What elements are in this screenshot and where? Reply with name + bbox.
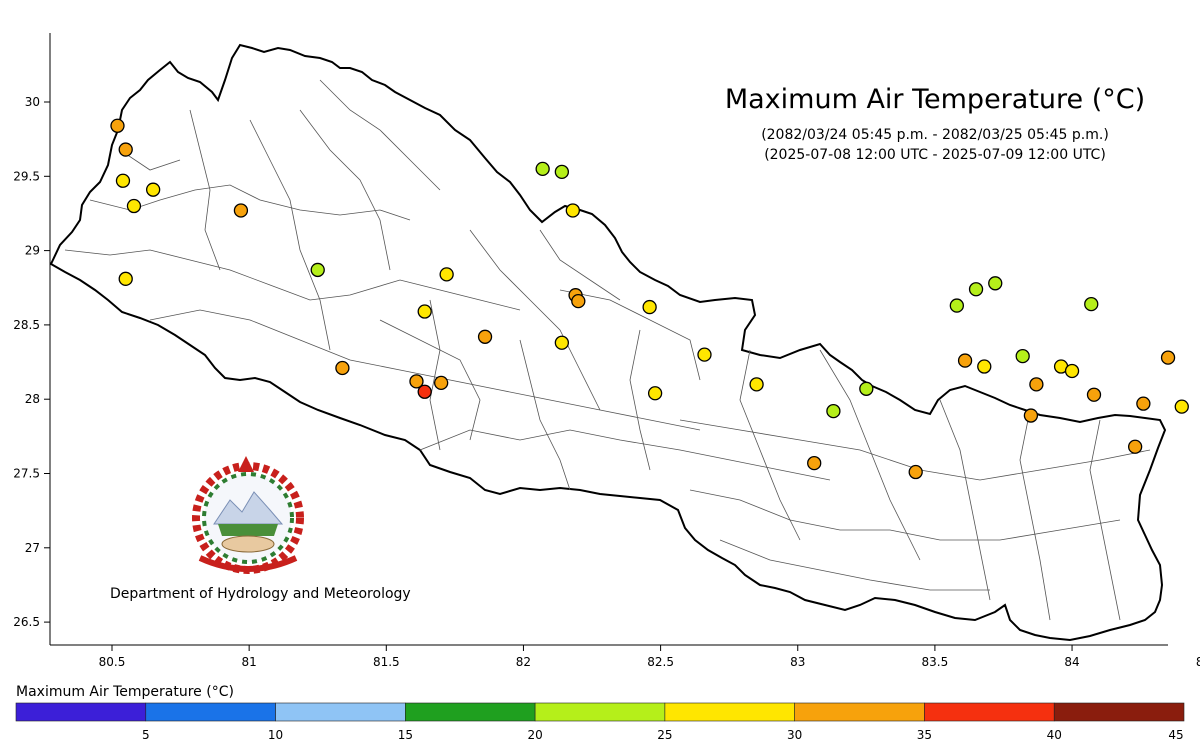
station-marker[interactable]	[477, 329, 493, 344]
station-marker[interactable]	[554, 335, 570, 350]
station-marker[interactable]	[1084, 296, 1099, 312]
y-tick-label: 28	[25, 392, 40, 406]
station-marker[interactable]	[1023, 408, 1039, 423]
y-tick-label: 26.5	[13, 615, 40, 629]
x-tick-label: 80.5	[99, 655, 126, 669]
colorbar-tick-label: 35	[917, 728, 932, 742]
subtitle-local-time: (2082/03/24 05:45 p.m. - 2082/03/25 05:4…	[761, 127, 1109, 143]
station-marker[interactable]	[749, 377, 764, 392]
station-marker[interactable]	[417, 384, 432, 399]
x-tick-label: 84.5	[1196, 655, 1200, 669]
x-tick-label: 83	[790, 655, 805, 669]
subtitle-utc-time: (2025-07-08 12:00 UTC - 2025-07-09 12:00…	[764, 147, 1106, 163]
station-marker[interactable]	[439, 267, 454, 282]
x-tick-label: 83.5	[922, 655, 949, 669]
station-marker[interactable]	[335, 360, 350, 376]
station-marker[interactable]	[1136, 396, 1151, 411]
colorbar-tick-label: 40	[1047, 728, 1062, 742]
station-marker[interactable]	[1086, 387, 1102, 402]
x-axis-ticks: 80.58181.58282.58383.58484.58585.58686.5…	[99, 645, 1200, 669]
station-marker[interactable]	[110, 118, 125, 133]
colorbar-tick-label: 45	[1168, 728, 1183, 742]
colorbar-segment	[145, 702, 276, 722]
station-marker[interactable]	[908, 464, 923, 480]
station-marker[interactable]	[1015, 348, 1030, 364]
station-marker[interactable]	[554, 164, 570, 179]
station-marker[interactable]	[126, 198, 142, 214]
station-marker[interactable]	[642, 299, 657, 315]
y-tick-label: 28.5	[13, 318, 40, 332]
station-marker[interactable]	[1160, 350, 1176, 365]
station-marker[interactable]	[957, 353, 973, 368]
colorbar-title: Maximum Air Temperature (°C)	[16, 684, 234, 700]
colorbar-tick-label: 10	[268, 728, 283, 742]
station-marker[interactable]	[1029, 377, 1044, 392]
station-marker[interactable]	[115, 173, 131, 188]
y-tick-label: 29	[25, 244, 40, 258]
colorbar-segment	[1053, 702, 1185, 722]
station-marker[interactable]	[826, 403, 841, 419]
colorbar-segment	[924, 702, 1055, 722]
station-marker[interactable]	[118, 142, 133, 157]
y-tick-label: 29.5	[13, 169, 40, 183]
colorbar-segment	[534, 702, 666, 722]
colorbar-segment	[664, 702, 795, 722]
station-marker[interactable]	[571, 293, 586, 309]
station-marker[interactable]	[145, 182, 161, 197]
station-marker[interactable]	[1174, 399, 1189, 414]
colorbar-tick-label: 15	[398, 728, 413, 742]
colorbar-tick-label: 5	[142, 728, 150, 742]
station-marker[interactable]	[565, 203, 580, 218]
x-tick-label: 82	[516, 655, 531, 669]
dhm-emblem	[192, 456, 304, 574]
station-marker[interactable]	[1127, 439, 1143, 454]
station-marker[interactable]	[988, 276, 1003, 291]
station-marker[interactable]	[697, 347, 712, 362]
colorbar-tick-label: 25	[657, 728, 672, 742]
y-axis-ticks: 26.5 27 27.5 28 28.5 29 29.5 30	[13, 95, 50, 629]
colorbar-tick-label: 30	[787, 728, 802, 742]
station-marker[interactable]	[417, 304, 432, 319]
colorbar: 5 10 15 20 25 30 35 40 45	[15, 702, 1185, 742]
station-marker[interactable]	[535, 161, 550, 177]
station-marker[interactable]	[647, 386, 663, 401]
colorbar-segment	[794, 702, 925, 722]
y-tick-label: 27	[25, 541, 40, 555]
station-markers	[110, 118, 1189, 480]
district-boundaries	[64, 79, 1151, 621]
colorbar-segment	[15, 702, 147, 722]
y-tick-label: 27.5	[13, 467, 40, 481]
map-title: Maximum Air Temperature (°C)	[724, 84, 1146, 115]
department-name: Department of Hydrology and Meteorology	[110, 586, 411, 602]
x-tick-label: 84	[1064, 655, 1079, 669]
colorbar-tick-label: 20	[527, 728, 542, 742]
x-tick-label: 81.5	[373, 655, 400, 669]
colorbar-segment	[275, 702, 406, 722]
station-marker[interactable]	[310, 262, 325, 278]
x-tick-label: 82.5	[647, 655, 674, 669]
colorbar-segment	[405, 702, 536, 722]
station-marker[interactable]	[1064, 363, 1080, 379]
station-marker[interactable]	[118, 271, 133, 286]
station-marker[interactable]	[233, 203, 249, 218]
station-marker[interactable]	[807, 455, 822, 471]
station-marker[interactable]	[434, 375, 449, 391]
station-marker[interactable]	[859, 381, 874, 396]
station-marker[interactable]	[968, 282, 984, 297]
x-tick-label: 81	[242, 655, 257, 669]
y-tick-label: 30	[25, 95, 40, 109]
station-marker[interactable]	[977, 359, 992, 374]
station-marker[interactable]	[949, 298, 964, 313]
station-marker[interactable]	[409, 374, 424, 389]
